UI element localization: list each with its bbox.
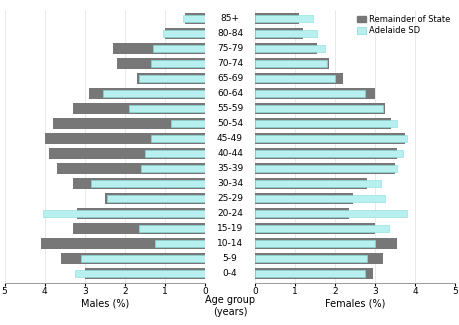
- Text: 85+: 85+: [220, 14, 239, 23]
- Text: 30-34: 30-34: [217, 179, 242, 188]
- Bar: [162, 30, 205, 37]
- Bar: [254, 193, 353, 204]
- Bar: [254, 15, 313, 22]
- Bar: [73, 178, 205, 189]
- Bar: [254, 88, 375, 99]
- Bar: [139, 225, 205, 232]
- Legend: Remainder of State, Adelaide SD: Remainder of State, Adelaide SD: [353, 11, 453, 39]
- Bar: [183, 15, 205, 22]
- Bar: [73, 103, 205, 114]
- Bar: [112, 43, 205, 54]
- Bar: [254, 30, 316, 37]
- Bar: [254, 60, 326, 67]
- Bar: [74, 270, 205, 277]
- Bar: [254, 120, 397, 127]
- Bar: [129, 105, 205, 112]
- Bar: [254, 268, 372, 280]
- X-axis label: Males (%): Males (%): [80, 299, 129, 309]
- Bar: [254, 195, 385, 202]
- Text: 55-59: 55-59: [216, 104, 243, 113]
- Text: 45-49: 45-49: [217, 134, 242, 143]
- Text: 0-4: 0-4: [222, 269, 237, 278]
- Bar: [254, 238, 397, 249]
- Bar: [102, 90, 205, 97]
- Text: 75-79: 75-79: [216, 44, 243, 53]
- Text: 40-44: 40-44: [217, 149, 242, 158]
- Bar: [254, 58, 329, 69]
- Bar: [254, 240, 375, 247]
- Bar: [40, 238, 205, 249]
- Text: 25-29: 25-29: [217, 194, 242, 203]
- Bar: [254, 46, 325, 52]
- Bar: [254, 43, 316, 54]
- Bar: [254, 75, 335, 82]
- Bar: [254, 270, 364, 277]
- Text: 35-39: 35-39: [216, 164, 243, 173]
- Bar: [81, 255, 205, 262]
- Bar: [254, 253, 382, 264]
- Bar: [254, 178, 366, 189]
- Bar: [145, 150, 205, 157]
- Bar: [89, 88, 205, 99]
- Bar: [254, 163, 394, 175]
- Text: 5-9: 5-9: [222, 254, 237, 263]
- Bar: [151, 60, 205, 67]
- Bar: [53, 118, 205, 129]
- Bar: [254, 165, 397, 172]
- Bar: [254, 133, 404, 144]
- Bar: [254, 118, 391, 129]
- Bar: [254, 73, 342, 84]
- Bar: [155, 240, 205, 247]
- Bar: [254, 28, 302, 39]
- Bar: [151, 136, 205, 142]
- Bar: [254, 136, 406, 142]
- Bar: [254, 103, 385, 114]
- Bar: [136, 73, 205, 84]
- X-axis label: Females (%): Females (%): [325, 299, 385, 309]
- Bar: [164, 28, 205, 39]
- Bar: [117, 58, 205, 69]
- Bar: [171, 120, 205, 127]
- Bar: [49, 148, 205, 159]
- Text: 15-19: 15-19: [216, 224, 243, 233]
- Bar: [45, 133, 205, 144]
- Text: 60-64: 60-64: [217, 89, 242, 98]
- Text: 20-24: 20-24: [217, 209, 242, 218]
- Bar: [254, 148, 397, 159]
- Text: 70-74: 70-74: [217, 59, 242, 68]
- Bar: [140, 165, 205, 172]
- Bar: [77, 208, 205, 219]
- Text: 10-14: 10-14: [217, 239, 242, 248]
- Bar: [56, 163, 205, 175]
- Bar: [254, 13, 298, 24]
- Bar: [106, 195, 205, 202]
- Bar: [90, 180, 205, 187]
- Bar: [105, 193, 205, 204]
- Text: 65-69: 65-69: [216, 74, 243, 83]
- Bar: [254, 180, 381, 187]
- Bar: [152, 46, 205, 52]
- Bar: [254, 225, 388, 232]
- Bar: [43, 210, 205, 217]
- Bar: [254, 255, 366, 262]
- Bar: [254, 210, 406, 217]
- Text: 50-54: 50-54: [217, 119, 242, 128]
- Bar: [61, 253, 205, 264]
- Text: 80-84: 80-84: [217, 29, 242, 38]
- Text: Age group
(years): Age group (years): [205, 295, 254, 317]
- Bar: [254, 208, 348, 219]
- Bar: [139, 75, 205, 82]
- Bar: [254, 150, 403, 157]
- Bar: [73, 223, 205, 234]
- Bar: [254, 90, 364, 97]
- Bar: [254, 105, 382, 112]
- Bar: [254, 223, 375, 234]
- Bar: [84, 268, 205, 280]
- Bar: [185, 13, 205, 24]
